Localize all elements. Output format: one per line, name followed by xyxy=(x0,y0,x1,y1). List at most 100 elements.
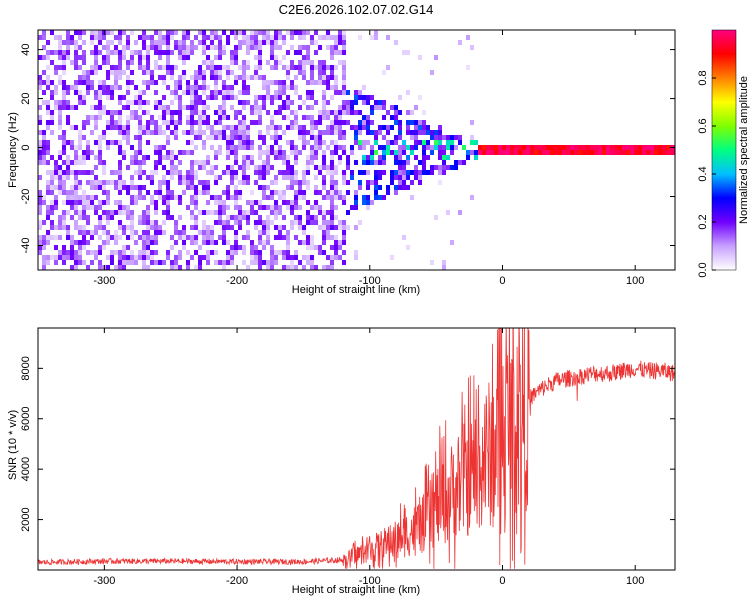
heatmap-cell xyxy=(206,235,210,240)
heatmap-cell xyxy=(202,185,206,190)
heatmap-cell xyxy=(298,215,302,220)
heatmap-cell xyxy=(38,205,42,210)
heatmap-cell xyxy=(42,135,46,140)
heatmap-cell xyxy=(78,255,82,260)
heatmap-cell xyxy=(390,150,394,155)
heatmap-cell xyxy=(266,230,270,235)
heatmap-cell xyxy=(66,190,70,195)
heatmap-cell xyxy=(242,165,246,170)
heatmap-cell xyxy=(398,155,402,160)
heatmap-cell xyxy=(154,250,158,255)
heatmap-cell xyxy=(166,40,170,45)
heatmap-cell xyxy=(230,85,234,90)
heatmap-cell xyxy=(214,70,218,75)
heatmap-cell xyxy=(230,145,234,150)
heatmap-cell xyxy=(374,35,378,40)
heatmap-cell xyxy=(230,30,234,35)
heatmap-cell xyxy=(158,180,162,185)
heatmap-cell xyxy=(114,230,118,235)
heatmap-cell xyxy=(394,140,398,145)
heatmap-cell xyxy=(106,50,110,55)
heatmap-cell xyxy=(54,65,58,70)
heatmap-cell xyxy=(138,35,142,40)
heatmap-cell xyxy=(210,170,214,175)
heatmap-cell xyxy=(66,210,70,215)
heatmap-cell xyxy=(154,240,158,245)
heatmap-cell xyxy=(46,65,50,70)
heatmap-cell xyxy=(90,230,94,235)
heatmap-cell xyxy=(170,215,174,220)
heatmap-cell xyxy=(250,140,254,145)
heatmap-cell xyxy=(38,195,42,200)
heatmap-cell xyxy=(338,110,342,115)
heatmap-cell xyxy=(270,195,274,200)
heatmap-cell xyxy=(50,220,54,225)
heatmap-cell xyxy=(242,30,246,35)
heatmap-cell xyxy=(518,150,522,155)
heatmap-cell xyxy=(54,165,58,170)
heatmap-cell xyxy=(106,215,110,220)
heatmap-cell xyxy=(282,155,286,160)
heatmap-cell xyxy=(330,205,334,210)
heatmap-cell xyxy=(122,180,126,185)
heatmap-cell xyxy=(122,155,126,160)
heatmap-cell xyxy=(382,195,386,200)
heatmap-cell xyxy=(190,120,194,125)
heatmap-cell xyxy=(142,220,146,225)
heatmap-cell xyxy=(258,110,262,115)
heatmap-cell xyxy=(118,50,122,55)
heatmap-cell xyxy=(298,35,302,40)
heatmap-cell xyxy=(282,200,286,205)
heatmap-cell xyxy=(254,30,258,35)
heatmap-cell xyxy=(294,235,298,240)
heatmap-cell xyxy=(378,175,382,180)
heatmap-cell xyxy=(146,45,150,50)
heatmap-cell xyxy=(86,145,90,150)
heatmap-cell xyxy=(218,235,222,240)
heatmap-cell xyxy=(334,115,338,120)
heatmap-cell xyxy=(66,55,70,60)
heatmap-cell xyxy=(78,135,82,140)
heatmap-cell xyxy=(422,140,426,145)
heatmap-cell xyxy=(186,50,190,55)
heatmap-cell xyxy=(74,145,78,150)
heatmap-cell xyxy=(82,205,86,210)
heatmap-cell xyxy=(298,240,302,245)
colorbar-gradient xyxy=(711,29,737,271)
heatmap-cell xyxy=(370,95,374,100)
heatmap-cell xyxy=(66,90,70,95)
heatmap-cell xyxy=(138,130,142,135)
heatmap-cell xyxy=(302,45,306,50)
heatmap-cell xyxy=(42,220,46,225)
heatmap-cell xyxy=(138,50,142,55)
heatmap-cell xyxy=(290,260,294,265)
heatmap-cell xyxy=(206,240,210,245)
heatmap-cell xyxy=(334,235,338,240)
heatmap-cell xyxy=(302,125,306,130)
heatmap-cell xyxy=(202,235,206,240)
heatmap-cell xyxy=(354,95,358,100)
heatmap-cell xyxy=(194,225,198,230)
colorbar-tick-label: 0.4 xyxy=(697,166,709,181)
heatmap-cell xyxy=(146,225,150,230)
heatmap-cell xyxy=(102,80,106,85)
heatmap-cell xyxy=(202,70,206,75)
heatmap-cell xyxy=(190,235,194,240)
heatmap-cell xyxy=(330,215,334,220)
heatmap-cell xyxy=(338,195,342,200)
heatmap-cell xyxy=(470,195,474,200)
heatmap-cell xyxy=(246,230,250,235)
heatmap-cell xyxy=(254,100,258,105)
heatmap-cell xyxy=(234,160,238,165)
heatmap-cell xyxy=(242,260,246,265)
heatmap-cell xyxy=(338,225,342,230)
heatmap-cell xyxy=(658,145,662,150)
heatmap-cell xyxy=(418,175,422,180)
heatmap-cell xyxy=(182,45,186,50)
heatmap-cell xyxy=(298,185,302,190)
heatmap-cell xyxy=(190,185,194,190)
heatmap-cell xyxy=(398,180,402,185)
heatmap-cell xyxy=(270,165,274,170)
heatmap-cell xyxy=(262,75,266,80)
heatmap-cell xyxy=(326,65,330,70)
